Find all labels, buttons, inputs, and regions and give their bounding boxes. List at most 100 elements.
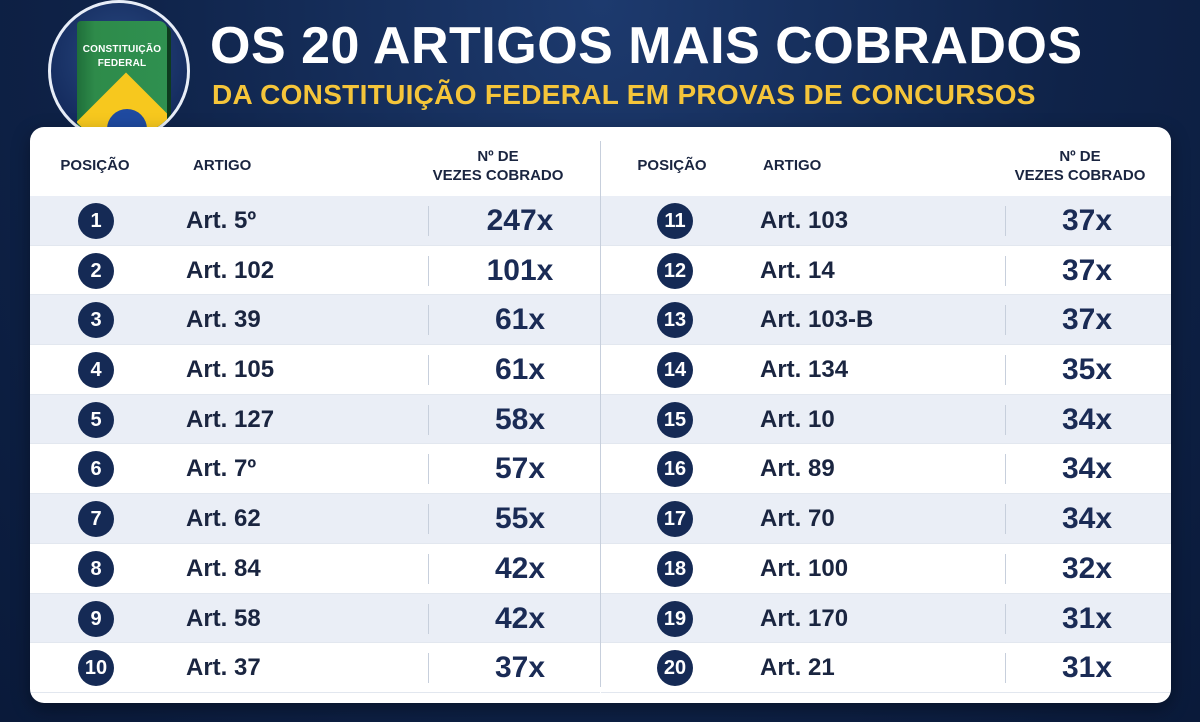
header-count: Nº DE VEZES COBRADO — [1005, 147, 1155, 185]
times-count: 35x — [1061, 353, 1113, 387]
article-name: Art. 103 — [760, 207, 849, 234]
cell-divider — [428, 255, 429, 286]
position-badge: 9 — [78, 600, 114, 637]
cell-divider — [1005, 553, 1006, 584]
table-body-left: 1 Art. 5º 247x 2 Art. 102 101x 3 Art. 39 61x 4 Art… — [30, 196, 600, 693]
cell-divider — [1005, 305, 1006, 336]
cell-divider — [1005, 603, 1006, 634]
cell-divider — [1005, 255, 1006, 286]
times-count: 61x — [494, 303, 546, 337]
times-count: 55x — [494, 502, 546, 536]
table-row: 18 Art. 100 32x — [601, 544, 1171, 594]
times-count: 42x — [494, 551, 546, 585]
table-row: 8 Art. 84 42x — [30, 544, 600, 594]
page-subtitle: DA CONSTITUIÇÃO FEDERAL EM PROVAS DE CON… — [212, 79, 1036, 110]
times-count: 34x — [1061, 452, 1113, 486]
times-count: 101x — [486, 253, 554, 287]
times-count: 57x — [494, 452, 546, 486]
times-count: 31x — [1061, 601, 1113, 635]
position-badge: 3 — [78, 302, 114, 339]
table-row: 3 Art. 39 61x — [30, 295, 600, 346]
article-name: Art. 37 — [186, 654, 261, 682]
table-row: 2 Art. 102 101x — [30, 246, 600, 296]
header-count-line1: Nº DE — [477, 148, 519, 165]
book-title-line2: FEDERAL — [97, 58, 147, 69]
article-name: Art. 14 — [760, 256, 835, 284]
constitution-book-logo: CONSTITUIÇÃO FEDERAL — [48, 0, 190, 142]
book-title: CONSTITUIÇÃO FEDERAL — [77, 43, 167, 71]
position-badge: 2 — [78, 252, 114, 289]
article-name: Art. 105 — [186, 356, 275, 384]
cell-divider — [428, 603, 429, 634]
table-row: 10 Art. 37 37x — [30, 643, 600, 693]
table-row: 5 Art. 127 58x — [30, 394, 600, 445]
ranking-table-panel: POSIÇÃO ARTIGO Nº DE VEZES COBRADO 1 Art.… — [30, 127, 1171, 703]
times-count: 34x — [1061, 502, 1113, 536]
table-row: 19 Art. 170 31x — [601, 593, 1171, 644]
times-count: 34x — [1061, 402, 1113, 436]
header-position: POSIÇÃO — [60, 157, 130, 174]
position-badge: 18 — [657, 550, 693, 587]
table-row: 15 Art. 10 34x — [601, 394, 1171, 445]
article-name: Art. 39 — [186, 306, 261, 334]
article-name: Art. 62 — [186, 505, 261, 533]
table-body-right: 11 Art. 103 37x 12 Art. 14 37x 13 Art. 103-B 37x… — [601, 196, 1171, 693]
times-count: 42x — [494, 601, 546, 635]
table-header-right: POSIÇÃO ARTIGO Nº DE VEZES COBRADO — [601, 127, 1171, 196]
cell-divider — [428, 504, 429, 535]
article-name: Art. 100 — [760, 554, 849, 582]
position-badge: 16 — [657, 451, 693, 488]
times-count: 32x — [1061, 551, 1113, 585]
times-count: 37x — [494, 651, 546, 685]
position-badge: 5 — [78, 401, 114, 438]
table-row: 13 Art. 103-B 37x — [601, 295, 1171, 346]
cell-divider — [1005, 653, 1006, 684]
header-position: POSIÇÃO — [637, 157, 707, 174]
position-badge: 11 — [657, 203, 693, 239]
article-name: Art. 84 — [186, 554, 261, 582]
article-name: Art. 127 — [186, 405, 275, 433]
cell-divider — [428, 553, 429, 584]
cell-divider — [428, 454, 429, 485]
page-title: OS 20 ARTIGOS MAIS COBRADOS — [210, 17, 1083, 75]
times-count: 58x — [494, 402, 546, 436]
article-name: Art. 7º — [186, 455, 257, 483]
article-name: Art. 170 — [760, 604, 849, 632]
cell-divider — [1005, 504, 1006, 535]
cell-divider — [428, 404, 429, 435]
position-badge: 12 — [657, 252, 693, 289]
cell-divider — [428, 206, 429, 236]
column-divider — [600, 141, 601, 687]
times-count: 247x — [486, 204, 554, 237]
position-badge: 7 — [78, 501, 114, 538]
article-name: Art. 5º — [186, 207, 257, 234]
position-badge: 1 — [78, 203, 114, 239]
header-article: ARTIGO — [193, 157, 252, 174]
position-badge: 15 — [657, 401, 693, 438]
position-badge: 6 — [78, 451, 114, 488]
article-name: Art. 70 — [760, 505, 835, 533]
position-badge: 17 — [657, 501, 693, 538]
cell-divider — [428, 355, 429, 386]
article-name: Art. 103-B — [760, 306, 874, 334]
times-count: 31x — [1061, 651, 1113, 685]
article-name: Art. 21 — [760, 654, 835, 682]
table-row: 16 Art. 89 34x — [601, 444, 1171, 495]
times-count: 37x — [1061, 303, 1113, 337]
table-row: 17 Art. 70 34x — [601, 494, 1171, 544]
article-name: Art. 89 — [760, 455, 835, 483]
header-article: ARTIGO — [763, 157, 822, 174]
table-row: 7 Art. 62 55x — [30, 494, 600, 544]
position-badge: 10 — [78, 650, 114, 687]
position-badge: 8 — [78, 550, 114, 587]
table-row: 12 Art. 14 37x — [601, 246, 1171, 296]
position-badge: 4 — [78, 352, 114, 389]
times-count: 37x — [1061, 253, 1113, 287]
table-row: 20 Art. 21 31x — [601, 643, 1171, 693]
article-name: Art. 102 — [186, 256, 275, 284]
cell-divider — [428, 653, 429, 684]
book-icon: CONSTITUIÇÃO FEDERAL — [77, 21, 167, 133]
article-name: Art. 10 — [760, 405, 835, 433]
header-count-line2: VEZES COBRADO — [1014, 167, 1146, 184]
times-count: 37x — [1061, 204, 1113, 237]
